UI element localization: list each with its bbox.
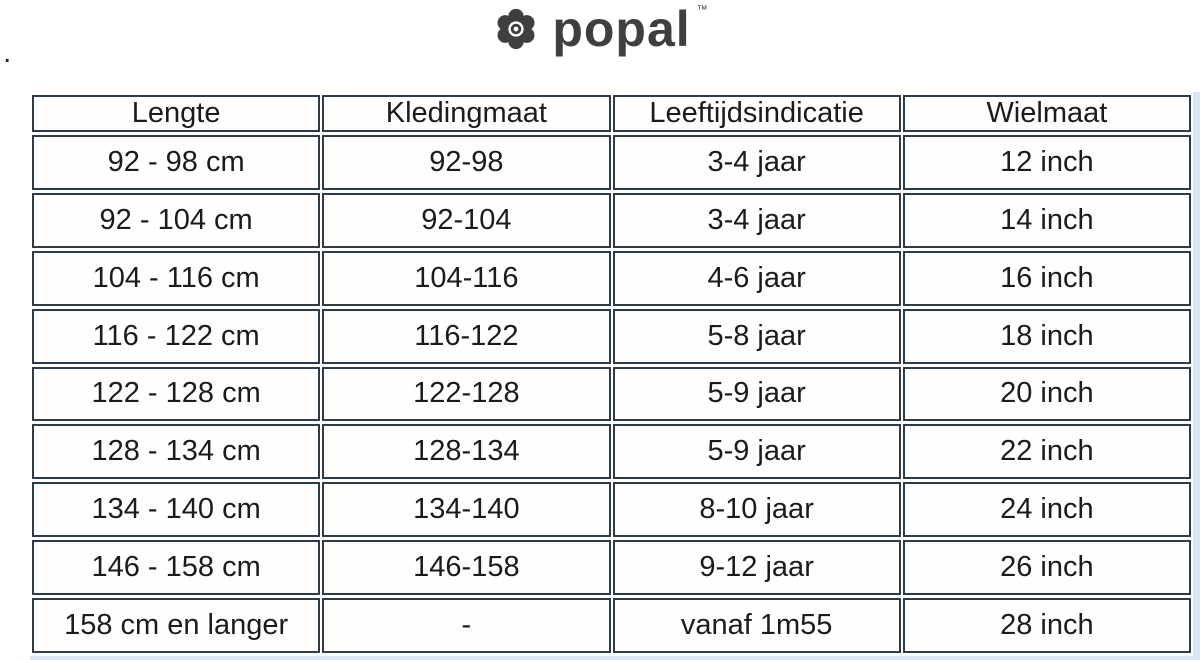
table-cell: 8-10 jaar (612, 482, 901, 538)
table-row: 146 - 158 cm 146-158 9-12 jaar 26 inch (32, 540, 1191, 595)
stray-dot: . (3, 36, 12, 69)
table-cell: 146 - 158 cm (32, 540, 321, 595)
table-header: Lengte Kledingmaat Leeftijdsindicatie Wielm… (32, 95, 1191, 132)
table-cell: 128 - 134 cm (32, 424, 321, 480)
size-chart-wrapper: Lengte Kledingmaat Leeftijdsindicatie Wielm… (30, 92, 1200, 660)
table-cell: 146-158 (322, 540, 611, 595)
table-cell: 5-8 jaar (612, 308, 901, 364)
table-cell: 16 inch (902, 250, 1191, 306)
table-row: 116 - 122 cm 116-122 5-8 jaar 18 inch (32, 308, 1191, 364)
table-cell: 26 inch (902, 540, 1191, 595)
table-cell: 9-12 jaar (612, 540, 901, 595)
table-row: 92 - 104 cm 92-104 3-4 jaar 14 inch (32, 192, 1191, 248)
header-row: Lengte Kledingmaat Leeftijdsindicatie Wielm… (32, 95, 1191, 132)
table-cell: 12 inch (902, 135, 1191, 190)
table-cell: 128-134 (322, 424, 611, 480)
table-row: 158 cm en langer - vanaf 1m55 28 inch (32, 598, 1191, 653)
table-cell: 24 inch (902, 482, 1191, 538)
table-cell: 92 - 98 cm (32, 135, 321, 190)
column-header-lengte: Lengte (32, 95, 321, 132)
table-cell: 92 - 104 cm (32, 192, 321, 248)
table-row: 128 - 134 cm 128-134 5-9 jaar 22 inch (32, 424, 1191, 480)
table-cell: 18 inch (902, 308, 1191, 364)
table-cell: 158 cm en langer (32, 598, 321, 653)
table-cell: 122 - 128 cm (32, 366, 321, 422)
table-cell: - (322, 598, 611, 653)
table-row: 104 - 116 cm 104-116 4-6 jaar 16 inch (32, 250, 1191, 306)
table-cell: 122-128 (322, 366, 611, 422)
popal-flower-icon (492, 5, 540, 53)
column-header-wielmaat: Wielmaat (902, 95, 1191, 132)
table-row: 122 - 128 cm 122-128 5-9 jaar 20 inch (32, 366, 1191, 422)
table-cell: 20 inch (902, 366, 1191, 422)
table-cell: 104 - 116 cm (32, 250, 321, 306)
column-header-leeftijdsindicatie: Leeftijdsindicatie (612, 95, 901, 132)
table-cell: 5-9 jaar (612, 366, 901, 422)
table-cell: 92-104 (322, 192, 611, 248)
table-cell: 3-4 jaar (612, 192, 901, 248)
column-header-kledingmaat: Kledingmaat (322, 95, 611, 132)
trademark-symbol: ™ (696, 4, 708, 16)
table-cell: vanaf 1m55 (612, 598, 901, 653)
brand-name: popal (552, 1, 691, 57)
table-cell: 134-140 (322, 482, 611, 538)
table-row: 134 - 140 cm 134-140 8-10 jaar 24 inch (32, 482, 1191, 538)
table-cell: 92-98 (322, 135, 611, 190)
brand-logo: popal ™ (0, 2, 1200, 56)
table-cell: 22 inch (902, 424, 1191, 480)
table-row: 92 - 98 cm 92-98 3-4 jaar 12 inch (32, 135, 1191, 190)
table-cell: 104-116 (322, 250, 611, 306)
size-chart-table: Lengte Kledingmaat Leeftijdsindicatie Wielm… (30, 92, 1193, 656)
table-cell: 134 - 140 cm (32, 482, 321, 538)
table-cell: 4-6 jaar (612, 250, 901, 306)
table-cell: 28 inch (902, 598, 1191, 653)
table-cell: 116-122 (322, 308, 611, 364)
table-cell: 116 - 122 cm (32, 308, 321, 364)
table-cell: 3-4 jaar (612, 135, 901, 190)
table-body: 92 - 98 cm 92-98 3-4 jaar 12 inch 92 - 104 c… (32, 135, 1191, 653)
table-cell: 5-9 jaar (612, 424, 901, 480)
table-cell: 14 inch (902, 192, 1191, 248)
